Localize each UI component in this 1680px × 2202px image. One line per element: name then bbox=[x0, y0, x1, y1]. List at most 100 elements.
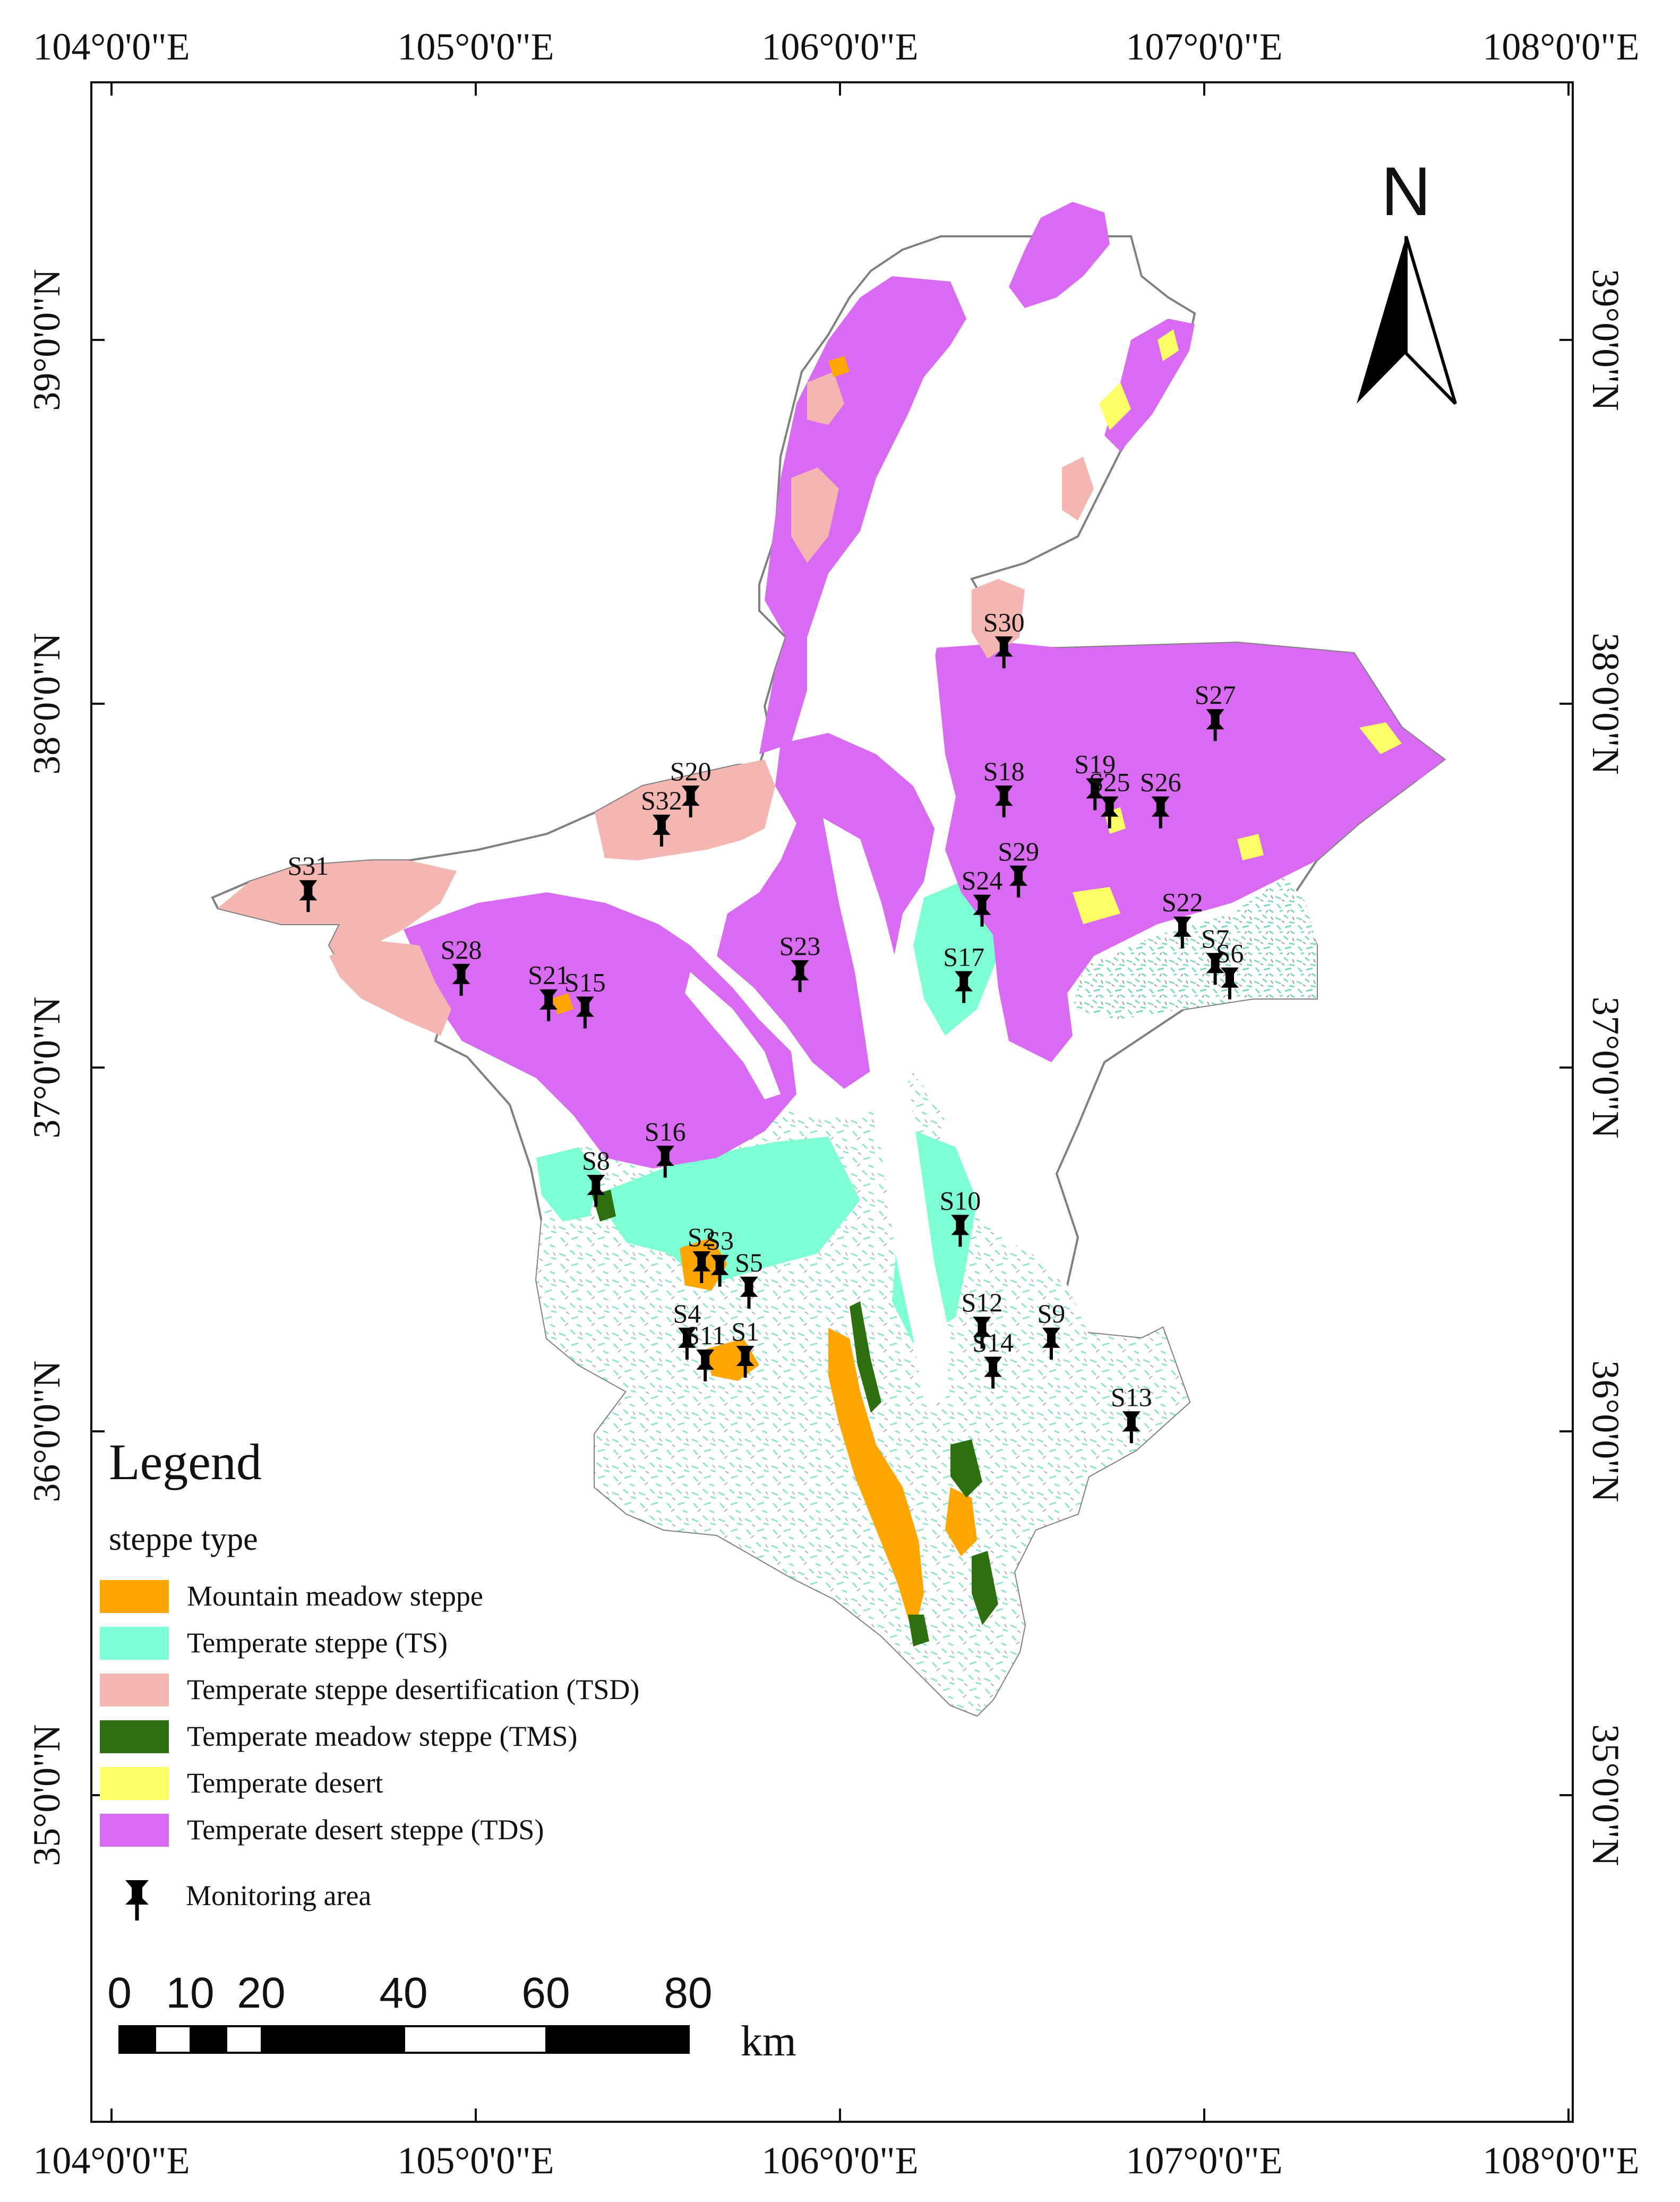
legend-swatch bbox=[100, 1720, 169, 1753]
site-label: S22 bbox=[1162, 887, 1203, 917]
pushpin-icon bbox=[1042, 1327, 1060, 1360]
site-label: S17 bbox=[943, 942, 984, 972]
pushpin-icon bbox=[678, 1327, 696, 1360]
monitoring-site: S32 bbox=[641, 786, 682, 847]
scale-label-10: 10 bbox=[166, 1969, 214, 2017]
pushpin-icon bbox=[791, 960, 809, 992]
pushpin-icon bbox=[973, 894, 991, 927]
site-label: S3 bbox=[706, 1226, 734, 1256]
monitoring-site: S19 bbox=[1074, 749, 1116, 810]
pushpin-icon bbox=[1100, 796, 1119, 829]
legend-subtitle: steppe type bbox=[109, 1521, 258, 1557]
monitoring-site: S24 bbox=[962, 866, 1002, 927]
pushpin-icon bbox=[652, 814, 671, 847]
lon-tick-bottom-3: 106°0'0"E bbox=[761, 2139, 918, 2182]
pushpin-icon bbox=[656, 1146, 674, 1178]
lon-tick-top-3: 106°0'0"E bbox=[761, 25, 918, 68]
meadow-steppe-patch-south-1 bbox=[950, 1439, 982, 1498]
legend-item: Temperate desert bbox=[100, 1767, 383, 1800]
monitoring-site: S15 bbox=[564, 967, 606, 1029]
monitoring-site: S18 bbox=[983, 756, 1025, 818]
pushpin-icon bbox=[576, 996, 594, 1029]
monitoring-site: S20 bbox=[670, 756, 712, 818]
temperate-desert-patch-2 bbox=[1073, 887, 1120, 924]
legend-item-label: Temperate desert steppe (TDS) bbox=[187, 1814, 544, 1846]
legend-swatch bbox=[100, 1580, 169, 1613]
site-label: S12 bbox=[962, 1287, 1003, 1317]
temperate-steppe-patch-4 bbox=[1073, 876, 1317, 1020]
pushpin-icon bbox=[125, 1880, 149, 1921]
pushpin-icon bbox=[299, 880, 318, 912]
pushpin-icon bbox=[951, 1215, 970, 1247]
pushpin-icon bbox=[1206, 953, 1224, 985]
central-valley-gap bbox=[823, 818, 950, 1402]
desert-steppe-northeast-strip bbox=[1009, 202, 1110, 308]
lon-tick-bottom-5: 108°0'0"E bbox=[1482, 2139, 1639, 2182]
monitoring-site: S25 bbox=[1089, 767, 1130, 829]
scale-label-0: 0 bbox=[107, 1969, 132, 2017]
legend-item-label: Mountain meadow steppe bbox=[187, 1580, 483, 1612]
scale-label-80: 80 bbox=[664, 1969, 712, 2017]
lon-tick-top-4: 107°0'0"E bbox=[1126, 25, 1282, 68]
monitoring-site: S28 bbox=[441, 935, 482, 996]
temperate-steppe-patch-5 bbox=[536, 1147, 600, 1222]
scale-bar: 0 10 20 40 60 80 km bbox=[107, 1969, 796, 2065]
desertification-nw-patch bbox=[807, 372, 844, 425]
site-label: S28 bbox=[441, 935, 482, 965]
site-label: S16 bbox=[645, 1116, 686, 1146]
desertification-north-band bbox=[595, 759, 775, 871]
scale-bar-segments bbox=[118, 2025, 690, 2054]
lon-tick-bottom-2: 105°0'0"E bbox=[397, 2139, 554, 2182]
monitoring-site: S5 bbox=[735, 1248, 763, 1309]
mountain-meadow-patch-south bbox=[945, 1487, 977, 1556]
site-label: S15 bbox=[564, 967, 606, 997]
site-label: S23 bbox=[779, 931, 821, 961]
pushpin-icon bbox=[1173, 916, 1192, 949]
monitoring-site: S22 bbox=[1162, 887, 1203, 949]
monitoring-site: S12 bbox=[962, 1287, 1003, 1349]
pushpin-icon bbox=[681, 786, 700, 818]
pushpin-icon bbox=[539, 989, 558, 1021]
lon-tick-bottom-4: 107°0'0"E bbox=[1126, 2139, 1282, 2182]
site-label: S25 bbox=[1089, 767, 1130, 797]
temperate-steppe-patch-1 bbox=[595, 1137, 860, 1285]
monitoring-site: S21 bbox=[528, 960, 569, 1021]
legend-marker-row: Monitoring area bbox=[125, 1880, 371, 1921]
site-label: S1 bbox=[731, 1317, 759, 1346]
monitoring-site: S7 bbox=[1201, 924, 1229, 985]
desertification-west-block bbox=[329, 940, 451, 1036]
north-arrow-icon bbox=[1357, 236, 1457, 405]
southwest-valley-gap bbox=[685, 972, 781, 1099]
monitoring-site: S3 bbox=[706, 1226, 734, 1287]
site-label: S18 bbox=[983, 756, 1025, 786]
temperate-desert-patch-1 bbox=[1359, 722, 1402, 754]
pushpin-icon bbox=[1151, 796, 1170, 829]
desertification-s30-patch bbox=[972, 579, 1025, 659]
pushpin-icon bbox=[1122, 1411, 1141, 1444]
pushpin-icon bbox=[973, 1317, 991, 1349]
monitoring-site: S11 bbox=[685, 1320, 725, 1381]
scale-label-40: 40 bbox=[379, 1969, 427, 2017]
monitoring-site: S27 bbox=[1195, 680, 1236, 741]
monitoring-site: S17 bbox=[943, 942, 984, 1003]
site-label: S32 bbox=[641, 786, 682, 815]
site-label: S8 bbox=[582, 1146, 610, 1175]
temperate-steppe-patch-3 bbox=[913, 882, 998, 1036]
legend-item-label: Temperate steppe desertification (TSD) bbox=[187, 1674, 639, 1705]
pushpin-icon bbox=[1221, 967, 1239, 1000]
pushpin-icon bbox=[995, 786, 1013, 818]
mountain-meadow-patch-nw bbox=[828, 356, 850, 377]
meadow-steppe-patch-south-2 bbox=[972, 1551, 998, 1625]
pushpin-icon bbox=[696, 1349, 715, 1381]
legend-swatch bbox=[100, 1814, 169, 1847]
site-label: S4 bbox=[673, 1299, 701, 1328]
legend: Legend steppe type Mountain meadow stepp… bbox=[100, 1433, 639, 1921]
monitoring-site: S30 bbox=[983, 607, 1025, 669]
lat-tick-right-1: 39°0'0"N bbox=[1584, 269, 1627, 411]
north-label: N bbox=[1381, 152, 1431, 230]
monitoring-site: S29 bbox=[998, 837, 1039, 898]
site-label: S5 bbox=[735, 1248, 763, 1277]
site-label: S10 bbox=[939, 1185, 981, 1215]
lat-tick-right-4: 36°0'0"N bbox=[1584, 1360, 1627, 1502]
monitoring-sites: S1S2S3S4S5S6S7S8S9S10S11S12S13S14S15S16S… bbox=[287, 607, 1244, 1444]
